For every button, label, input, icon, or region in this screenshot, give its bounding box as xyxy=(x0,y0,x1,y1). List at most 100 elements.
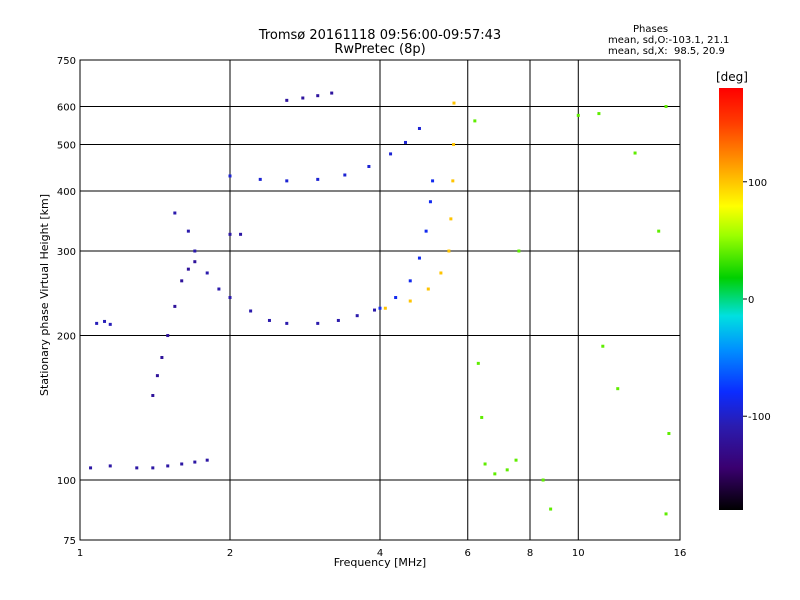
data-point xyxy=(173,211,177,215)
data-point xyxy=(664,105,668,109)
colorbar-gradient xyxy=(719,88,743,510)
data-point xyxy=(383,306,387,310)
data-point xyxy=(452,143,456,147)
data-point xyxy=(173,304,177,308)
data-point xyxy=(239,232,243,236)
stats-line-x: mean, sd,X: 98.5, 20.9 xyxy=(608,46,725,57)
data-point xyxy=(431,179,435,183)
x-tick-label: 4 xyxy=(377,548,383,559)
y-tick-label: 500 xyxy=(57,141,76,152)
data-point xyxy=(480,415,484,419)
data-point xyxy=(108,322,112,326)
data-point xyxy=(428,200,432,204)
data-point xyxy=(473,119,477,123)
y-tick-label: 750 xyxy=(57,56,76,67)
stats-title: Phases xyxy=(633,24,669,35)
data-point xyxy=(267,318,271,322)
data-point xyxy=(449,217,453,221)
x-tick-label: 6 xyxy=(465,548,471,559)
data-point xyxy=(597,112,601,116)
y-tick-label: 400 xyxy=(57,187,76,198)
data-point xyxy=(439,271,443,275)
data-point xyxy=(316,321,320,325)
data-point xyxy=(373,308,377,312)
data-point xyxy=(285,321,289,325)
x-tick-label: 1 xyxy=(77,548,83,559)
data-point xyxy=(285,179,289,183)
data-point xyxy=(452,101,456,105)
data-point xyxy=(316,94,320,98)
colorbar-unit-label: [deg] xyxy=(716,70,748,84)
data-point xyxy=(476,361,480,365)
data-point xyxy=(228,174,232,178)
data-point xyxy=(517,249,521,253)
data-point xyxy=(424,229,428,233)
data-point xyxy=(205,271,209,275)
x-tick-label: 16 xyxy=(674,548,687,559)
data-point xyxy=(186,229,190,233)
data-point xyxy=(514,458,518,462)
data-point xyxy=(403,140,407,144)
data-point xyxy=(155,374,159,378)
data-point xyxy=(541,478,545,482)
y-tick-label: 100 xyxy=(57,476,76,487)
data-point xyxy=(205,458,209,462)
data-point xyxy=(108,464,112,468)
data-point xyxy=(417,256,421,260)
data-point xyxy=(193,460,197,464)
data-point xyxy=(378,306,382,310)
stats-line-o: mean, sd,O:-103.1, 21.1 xyxy=(608,35,730,46)
colorbar-tick-label: -100 xyxy=(748,412,771,423)
data-point xyxy=(330,91,334,95)
data-point xyxy=(664,512,668,516)
data-point xyxy=(355,314,359,318)
data-point xyxy=(301,96,305,100)
data-point xyxy=(151,394,155,398)
data-point xyxy=(180,279,184,283)
x-axis-label: Frequency [MHz] xyxy=(333,556,427,569)
data-point xyxy=(217,287,221,291)
data-point xyxy=(367,164,371,168)
data-point xyxy=(408,299,412,303)
data-point xyxy=(103,319,107,323)
data-point xyxy=(505,468,509,472)
y-tick-label: 75 xyxy=(63,536,76,547)
data-point xyxy=(151,466,155,470)
data-point xyxy=(447,249,451,253)
data-point xyxy=(633,151,637,155)
data-point xyxy=(389,152,393,156)
data-point xyxy=(160,355,164,359)
data-point xyxy=(417,126,421,130)
x-tick-label: 8 xyxy=(527,548,533,559)
data-point xyxy=(166,464,170,468)
y-tick-label: 300 xyxy=(57,247,76,258)
data-point xyxy=(336,318,340,322)
colorbar-tick-label: 100 xyxy=(748,178,767,189)
data-point xyxy=(228,296,232,300)
data-point xyxy=(95,321,99,325)
data-point xyxy=(258,177,262,181)
x-tick-label: 2 xyxy=(227,548,233,559)
data-point xyxy=(249,309,253,313)
data-point xyxy=(285,98,289,102)
data-point xyxy=(549,507,553,511)
data-point xyxy=(166,334,170,338)
y-axis-label: Stationary phase Virtual Height [km] xyxy=(38,193,51,396)
phase-colorbar: 100 0 -100 xyxy=(719,88,771,510)
data-point xyxy=(426,287,430,291)
chart-title: Tromsø 20161118 09:56:00-09:57:43 xyxy=(258,28,502,43)
data-point xyxy=(394,296,398,300)
data-point xyxy=(180,462,184,466)
data-point xyxy=(408,279,412,283)
data-point xyxy=(451,179,455,183)
data-point xyxy=(657,229,661,233)
data-point xyxy=(316,177,320,181)
y-tick-label: 200 xyxy=(57,332,76,343)
data-point xyxy=(186,267,190,271)
data-point xyxy=(601,344,605,348)
data-point xyxy=(576,113,580,117)
data-point xyxy=(193,249,197,253)
chart-subtitle: RwPretec (8p) xyxy=(334,42,426,57)
data-point xyxy=(135,466,139,470)
